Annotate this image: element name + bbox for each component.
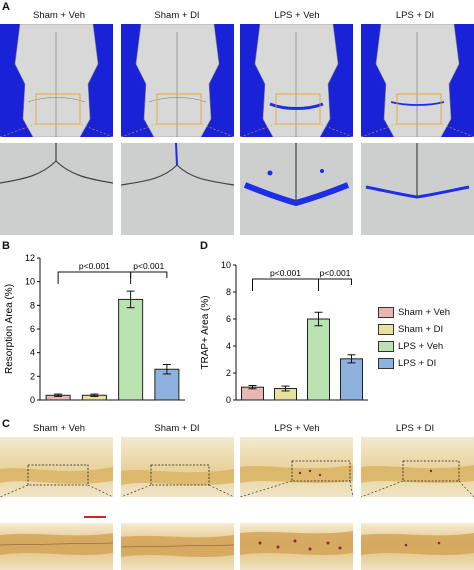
significance-label: p<0.001 [79, 261, 110, 271]
significance-label: p<0.001 [133, 261, 164, 271]
legend-label: Sham + DI [398, 324, 444, 335]
ct-suture-zoom-3 [240, 143, 353, 235]
ct-suture-zoom-4 [361, 143, 474, 235]
y-tick-label: 12 [25, 253, 35, 263]
chart-b-svg: 0 2 4 6 8 10 12 Resorption Area (%) p<0.001 p<0.0… [4, 253, 185, 405]
y-tick-label: 2 [226, 368, 231, 378]
ct-suture-zoom-1 [0, 143, 113, 235]
significance-bracket [252, 278, 319, 291]
histology-zoom-3 [240, 523, 353, 570]
panel-a-label-3: LPS + Veh [274, 10, 320, 21]
legend-item: LPS + DI [378, 355, 474, 372]
panel-c-label-1: Sham + Veh [32, 423, 86, 434]
bar [118, 298, 144, 401]
panel-a-label-2: Sham + DI [154, 10, 200, 21]
legend-label: LPS + DI [398, 358, 437, 369]
legend-item: Sham + DI [378, 321, 474, 338]
ct-skull-image-4 [361, 24, 474, 137]
legend: Sham + Veh Sham + DI LPS + Veh LPS + DI [378, 304, 474, 372]
panel-letter-c: C [2, 418, 10, 430]
histology-image-1 [0, 437, 113, 497]
panel-c-label-3: LPS + Veh [274, 423, 320, 434]
y-axis-label: TRAP+ Area (%) [200, 295, 211, 369]
legend-item: LPS + Veh [378, 338, 474, 355]
chart-d-svg: 0 2 4 6 8 10 TRAP+ Area (%) p<0.001 p<0.001 [200, 260, 368, 405]
y-tick-label: 10 [221, 260, 231, 270]
y-tick-label: 8 [226, 287, 231, 297]
legend-swatch [378, 358, 394, 369]
y-tick-label: 4 [226, 341, 231, 351]
legend-swatch [378, 341, 394, 352]
histology-zoom-4 [361, 523, 474, 570]
y-tick-label: 0 [30, 395, 35, 405]
significance-label: p<0.001 [320, 268, 351, 278]
legend-label: LPS + Veh [398, 341, 444, 352]
panel-letter-d: D [200, 240, 208, 252]
significance-bracket [57, 271, 132, 284]
histology-image-3 [240, 437, 353, 497]
histology-zoom-2 [121, 523, 234, 570]
y-tick-label: 8 [30, 300, 35, 310]
y-axis-label: Resorption Area (%) [4, 284, 15, 374]
legend-swatch [378, 307, 394, 318]
y-tick-label: 4 [30, 348, 35, 358]
y-tick-label: 10 [25, 277, 35, 287]
histology-image-2 [121, 437, 234, 497]
y-tick-label: 6 [226, 314, 231, 324]
y-tick-label: 0 [226, 395, 231, 405]
significance-bracket [130, 271, 168, 278]
bar [307, 318, 330, 401]
ct-skull-image-1 [0, 24, 113, 137]
scale-bar [84, 516, 106, 518]
panel-c-label-4: LPS + DI [395, 423, 435, 434]
ct-skull-image-3 [240, 24, 353, 137]
legend-swatch [378, 324, 394, 335]
histology-image-4 [361, 437, 474, 497]
ct-skull-image-2 [121, 24, 234, 137]
significance-label: p<0.001 [270, 268, 301, 278]
ct-suture-zoom-2 [121, 143, 234, 235]
legend-label: Sham + Veh [398, 307, 451, 318]
panel-letter-a: A [2, 1, 10, 13]
y-tick-label: 2 [30, 371, 35, 381]
panel-c-label-2: Sham + DI [154, 423, 200, 434]
panel-letter-b: B [2, 240, 10, 252]
panel-a-label-4: LPS + DI [395, 10, 435, 21]
y-tick-label: 6 [30, 324, 35, 334]
legend-item: Sham + Veh [378, 304, 474, 321]
histology-zoom-1 [0, 523, 113, 570]
panel-a-label-1: Sham + Veh [32, 10, 86, 21]
significance-bracket [318, 278, 352, 285]
bar [340, 358, 363, 401]
